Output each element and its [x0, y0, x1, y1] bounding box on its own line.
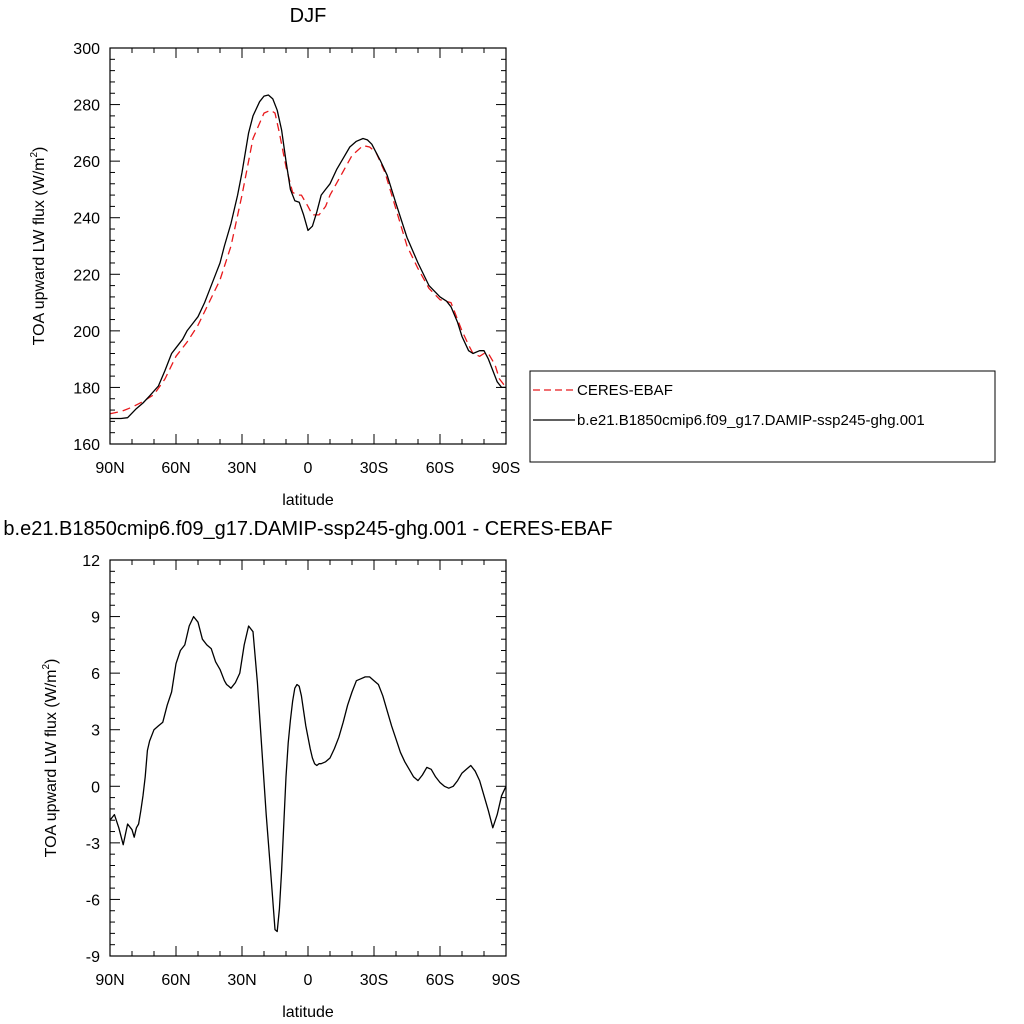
x-tick-label: 0 [304, 972, 313, 989]
x-tick-label: 90N [95, 460, 124, 477]
y-axis-label-sup: 2 [29, 152, 40, 158]
x-tick-label: 60S [426, 460, 454, 477]
y-tick-label: -3 [86, 836, 100, 853]
x-tick-label: 30S [360, 972, 388, 989]
tick-labels: 90N 60N 30N 0 30S 60S 90S 160 180 200 220 240 260 280… [73, 41, 520, 477]
legend-box [529, 370, 996, 463]
chart-difference: b.e21.B1850cmip6.f09_g17.DAMIP-ssp245-gh… [3, 518, 612, 1021]
y-tick-label: 260 [73, 154, 100, 171]
x-tick-label: 30N [227, 972, 256, 989]
x-tick-label: 60N [161, 972, 190, 989]
x-axis-label: latitude [282, 492, 334, 509]
y-tick-label: 280 [73, 98, 100, 115]
y-tick-label: 160 [73, 437, 100, 454]
y-tick-label: 6 [91, 666, 100, 683]
x-tick-label: 30S [360, 460, 388, 477]
legend-label-ceres: CERES-EBAF [577, 382, 673, 399]
y-axis-label-sup: 2 [41, 664, 52, 670]
x-tick-label: 60N [161, 460, 190, 477]
x-tick-label: 90S [492, 460, 520, 477]
series-group [109, 615, 507, 933]
tick-marks [109, 47, 507, 445]
legend: CERES-EBAF b.e21.B1850cmip6.f09_g17.DAMI… [529, 370, 996, 463]
y-axis-label-close: ) [31, 147, 48, 152]
series-line-ceres-ebaf [109, 109, 507, 415]
y-axis-label: TOA upward LW flux (W/m2) [41, 659, 60, 858]
y-tick-label: 9 [91, 610, 100, 627]
chart-title: b.e21.B1850cmip6.f09_g17.DAMIP-ssp245-gh… [3, 518, 612, 540]
legend-label-model: b.e21.B1850cmip6.f09_g17.DAMIP-ssp245-gh… [577, 412, 925, 429]
x-tick-label: 60S [426, 972, 454, 989]
y-tick-label: 180 [73, 380, 100, 397]
y-tick-label: 12 [82, 553, 100, 570]
tick-marks [109, 559, 507, 957]
x-tick-label: 90S [492, 972, 520, 989]
y-axis-label-main: TOA upward LW flux (W/m [43, 670, 60, 858]
series-group [109, 94, 507, 420]
y-axis-label: TOA upward LW flux (W/m2) [29, 147, 48, 346]
y-tick-label: 220 [73, 267, 100, 284]
y-axis-label-main: TOA upward LW flux (W/m [31, 158, 48, 346]
y-tick-label: 200 [73, 324, 100, 341]
y-tick-label: 0 [91, 779, 100, 796]
y-tick-label: -9 [86, 949, 100, 966]
x-tick-label: 0 [304, 460, 313, 477]
plot-frame [109, 47, 507, 445]
x-tick-label: 90N [95, 972, 124, 989]
y-axis-label-close: ) [43, 659, 60, 664]
y-tick-label: 3 [91, 723, 100, 740]
x-tick-label: 30N [227, 460, 256, 477]
series-line-difference [109, 615, 507, 933]
tick-labels: 90N 60N 30N 0 30S 60S 90S -9 -6 -3 0 3 6 9 12 [82, 553, 520, 989]
chart-djf: DJF 90N 60N 30N 0 30S 60S 90S 160 180 200 220 240 26… [29, 5, 996, 509]
y-tick-label: -6 [86, 892, 100, 909]
series-line-model [110, 94, 506, 420]
y-tick-label: 240 [73, 211, 100, 228]
plot-frame [109, 559, 507, 957]
chart-title: DJF [290, 5, 327, 27]
x-axis-label: latitude [282, 1004, 334, 1021]
y-tick-label: 300 [73, 41, 100, 58]
